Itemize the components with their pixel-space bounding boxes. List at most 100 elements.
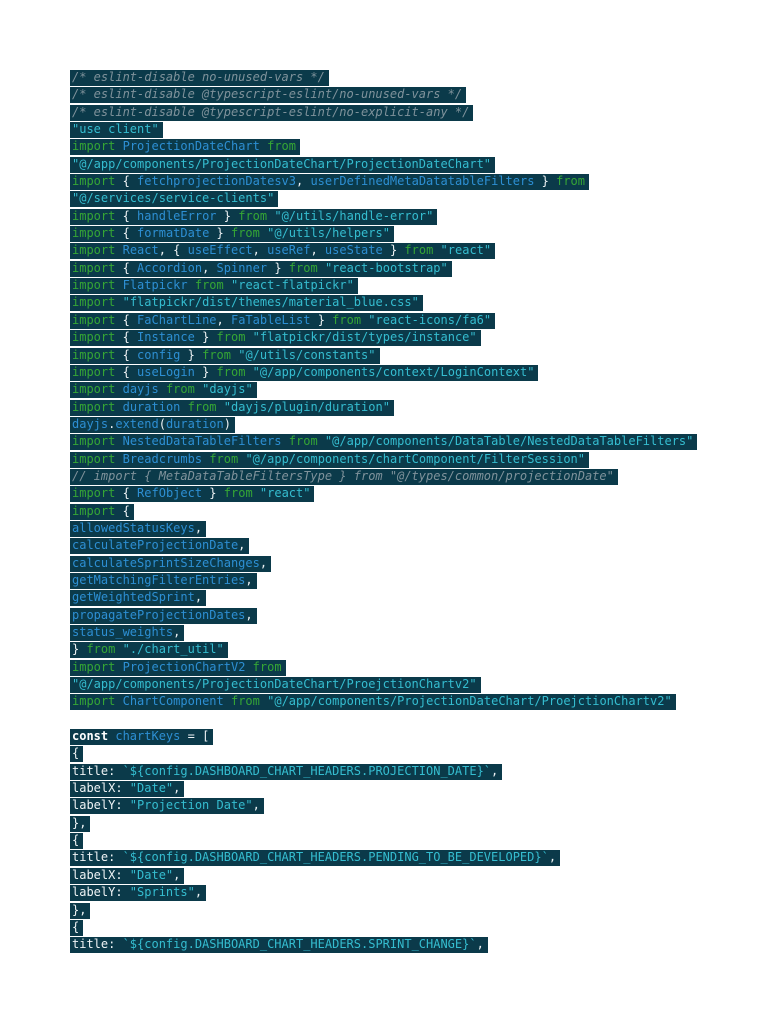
code-token: handleError (137, 208, 217, 223)
code-line: "@/app/components/ProjectionDateChart/Pr… (70, 677, 697, 694)
code-token: , (491, 763, 499, 778)
code-line-highlight: import { Instance } from "flatpickr/dist… (70, 330, 481, 347)
code-line-highlight: import { (70, 503, 134, 520)
code-token: import (72, 399, 116, 414)
code-token (115, 660, 122, 674)
code-line: { (70, 833, 697, 850)
code-token: { (72, 746, 80, 761)
code-token: RefObject (137, 486, 203, 501)
code-token: labelX: (72, 781, 130, 796)
code-token: , (548, 850, 557, 865)
code-line-highlight: import { RefObject } from "react" (70, 486, 315, 503)
code-token: , (296, 174, 311, 189)
code-token: userDefinedMetaDatatableFilters (310, 174, 535, 189)
code-token: from (230, 226, 260, 241)
code-line-highlight: "@/services/service-clients" (70, 191, 279, 208)
code-token: from (209, 451, 239, 466)
code-line-highlight: import { formatDate } from "@/utils/help… (70, 226, 394, 243)
code-token: React (122, 243, 159, 258)
code-line-highlight: // import { MetaDataTableFiltersType } f… (70, 468, 618, 485)
code-token (253, 486, 260, 500)
code-token: . (108, 416, 116, 431)
code-token: "flatpickr/dist/types/instance" (252, 330, 477, 345)
code-token: "flatpickr/dist/themes/material_blue.css… (122, 295, 419, 310)
code-token: "use client" (72, 122, 159, 137)
code-token: from (202, 347, 231, 362)
code-token (245, 330, 252, 344)
code-line: labelY: "Sprints", (70, 885, 697, 902)
code-token: , (173, 625, 181, 639)
code-token (224, 694, 231, 708)
code-line-highlight: title: `${config.DASHBOARD_CHART_HEADERS… (70, 937, 488, 954)
code-token: import (72, 330, 116, 345)
code-token: } (202, 486, 224, 501)
code-token: , (252, 243, 268, 258)
code-line-highlight: import dayjs from "dayjs" (70, 382, 257, 399)
code-token: , (252, 798, 260, 813)
code-token (115, 694, 122, 708)
code-token: from (194, 278, 224, 293)
code-token: labelY: (72, 885, 130, 900)
code-token: "@/app/components/DataTable/NestedDataTa… (324, 434, 694, 449)
code-token: // import { MetaDataTableFiltersType } f… (72, 468, 614, 483)
code-line-highlight: import "flatpickr/dist/themes/material_b… (70, 295, 423, 312)
code-token: { (115, 226, 138, 241)
code-token: "@/app/components/ProjectionDateChart/Pr… (72, 156, 492, 171)
code-token: /* eslint-disable @typescript-eslint/no-… (72, 87, 463, 102)
code-line: import ProjectionDateChart from (70, 139, 697, 156)
code-token: import (72, 208, 116, 223)
code-line: title: `${config.DASHBOARD_CHART_HEADERS… (70, 763, 697, 781)
code-token: "Date" (129, 781, 174, 796)
code-token: } (267, 260, 289, 275)
code-line: import { formatDate } from "@/utils/help… (70, 226, 697, 243)
code-line: labelY: "Projection Date", (70, 798, 697, 815)
code-token: , (194, 885, 203, 900)
code-line-highlight: calculateProjectionDate, (70, 538, 250, 555)
code-line-highlight: import Breadcrumbs from "@/app/component… (70, 451, 590, 468)
code-token (115, 295, 122, 309)
code-token: from (223, 486, 253, 501)
code-token: /* eslint-disable @typescript-eslint/no-… (72, 104, 470, 119)
code-token: config (137, 347, 181, 362)
code-token: , (245, 572, 253, 587)
code-line-highlight: import duration from "dayjs/plugin/durat… (70, 399, 394, 416)
code-token: "react-flatpickr" (231, 278, 354, 293)
code-line: calculateProjectionDate, (70, 538, 697, 555)
code-token: , (216, 312, 231, 327)
code-token: useRef (267, 243, 311, 258)
code-line: import Flatpickr from "react-flatpickr" (70, 278, 697, 295)
code-token: { (115, 486, 138, 501)
code-line: /* eslint-disable @typescript-eslint/no-… (70, 87, 697, 104)
code-token: = [ (180, 729, 210, 744)
code-line-highlight: import { handleError } from "@/utils/han… (70, 208, 438, 225)
code-token: "react-bootstrap" (324, 260, 448, 275)
code-line: import { FaChartLine, FaTableList } from… (70, 312, 697, 330)
code-line-highlight: labelY: "Projection Date", (70, 798, 264, 815)
code-line-highlight: import ProjectionDateChart from (70, 139, 301, 156)
code-token: import (72, 243, 116, 258)
code-token: Flatpickr (122, 278, 188, 293)
code-token: "react" (259, 486, 311, 501)
code-token: { (72, 919, 80, 934)
code-token: import (72, 382, 116, 397)
code-line: /* eslint-disable @typescript-eslint/no-… (70, 104, 697, 122)
code-line: "use client" (70, 122, 697, 139)
code-token: , (194, 590, 203, 605)
code-line: labelX: "Date", (70, 781, 697, 798)
code-token: from (556, 174, 586, 189)
code-token (318, 261, 325, 275)
code-token: { (115, 260, 138, 275)
code-token: , (173, 867, 181, 882)
code-token: import (72, 451, 116, 466)
code-token: , (194, 520, 203, 535)
code-token: from (230, 694, 260, 709)
code-token: duration (122, 399, 181, 414)
code-token: , (259, 555, 268, 570)
code-token: from (187, 399, 217, 414)
code-token: "Date" (129, 867, 174, 882)
code-token (115, 243, 122, 257)
code-token: from (288, 260, 318, 275)
code-line-highlight: labelX: "Date", (70, 781, 185, 798)
code-line: import ProjectionChartV2 from (70, 659, 697, 677)
code-token: import (72, 174, 116, 189)
